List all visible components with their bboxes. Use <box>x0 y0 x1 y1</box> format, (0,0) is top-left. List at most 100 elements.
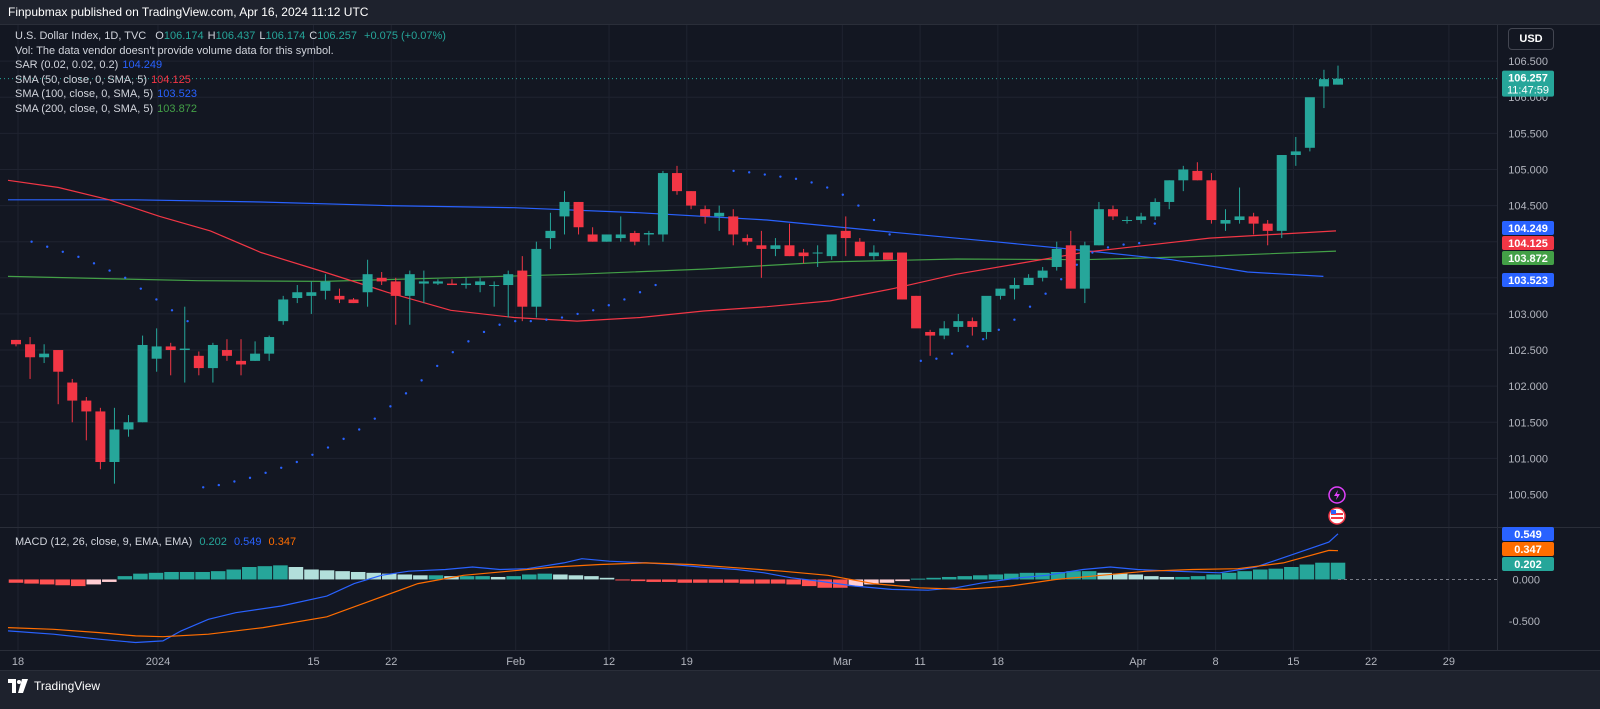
candle <box>376 272 387 286</box>
time-tick-label: 18 <box>12 656 24 668</box>
candle <box>770 238 781 257</box>
candle <box>1150 198 1161 221</box>
candle <box>418 270 429 304</box>
sar-dot <box>545 318 548 321</box>
macd-histogram-bar <box>148 572 164 580</box>
macd-histogram-bar <box>1315 562 1330 580</box>
tradingview-logo[interactable]: TradingView <box>8 679 100 693</box>
sar-dot <box>467 340 470 343</box>
sar-dot <box>1044 292 1047 295</box>
candle-body <box>418 281 429 284</box>
candle <box>840 216 851 257</box>
candle-body <box>643 233 654 235</box>
candle-body <box>629 233 640 242</box>
candle <box>559 191 570 235</box>
candle <box>868 245 879 260</box>
sar-dot <box>202 486 205 489</box>
candle-body <box>840 230 851 239</box>
macd-histogram-bar <box>568 575 584 580</box>
candle <box>461 277 472 289</box>
candle <box>981 295 992 340</box>
candle <box>573 201 584 235</box>
sar-dot <box>139 287 142 290</box>
macd-histogram-bar <box>1159 576 1175 580</box>
macd-histogram-bar <box>70 579 86 587</box>
candle-body <box>742 238 753 242</box>
tradingview-logo-icon <box>8 679 28 693</box>
sar-dot <box>326 446 330 449</box>
chart-canvas[interactable]: 100.500 101.000 101.500 102.000 102.500 103.0… <box>0 25 1600 670</box>
candle-body <box>165 346 176 351</box>
candle-body <box>559 201 570 217</box>
symbol-row: U.S. Dollar Index, 1D, TVC O106.174 H106.… <box>15 29 446 44</box>
macd-histogram-bar <box>1019 572 1035 580</box>
sar-dot <box>186 319 189 323</box>
sar-dot <box>592 309 595 312</box>
price-tick-label: 106.500 <box>1508 56 1548 68</box>
publish-text: Finpubmax published on TradingView.com, … <box>8 5 369 19</box>
macd-histogram-bar <box>521 574 537 580</box>
candle-body <box>348 299 359 304</box>
macd-histogram-bar <box>24 579 39 584</box>
candle-body <box>81 400 92 412</box>
price-tick-label: 101.500 <box>1508 417 1548 429</box>
candle <box>1065 230 1076 289</box>
sar-dot <box>576 312 579 316</box>
candle-body <box>1220 220 1231 224</box>
indicator-badge-bg <box>1502 236 1554 250</box>
indicator-value: 103.872 <box>157 102 197 115</box>
indicator-badge: 104.249 <box>1502 221 1554 235</box>
macd-histogram-bar <box>1081 571 1097 580</box>
indicator-value: 104.125 <box>151 73 191 86</box>
indicator-row[interactable]: SAR (0.02, 0.02, 0.2) 104.249 <box>15 58 446 73</box>
macd-histogram-bar <box>1128 574 1144 580</box>
sar-dot <box>1138 241 1141 245</box>
candle-body <box>250 353 261 361</box>
candle <box>95 407 106 470</box>
us-flag-event-icon <box>1328 507 1346 525</box>
sar-dot <box>30 240 33 243</box>
ohlc-value-1: 106.437 <box>215 30 256 42</box>
macd-histogram-bar <box>895 579 910 582</box>
currency-button[interactable]: USD <box>1508 28 1554 50</box>
sar-dot <box>77 255 80 259</box>
publish-header: Finpubmax published on TradingView.com, … <box>0 0 1600 25</box>
sar-dot <box>498 323 501 326</box>
candle-body <box>1164 180 1175 202</box>
us-flag-stripe <box>1331 513 1343 515</box>
candle-body <box>672 173 682 192</box>
candle <box>1164 180 1175 210</box>
sar-dot <box>311 453 314 456</box>
candle <box>1178 165 1189 192</box>
ohlc-key-3: C <box>309 30 318 42</box>
candle-body <box>1065 245 1076 289</box>
indicator-row[interactable]: SMA (200, close, 0, SMA, 5) 103.872 <box>15 102 446 117</box>
indicator-row[interactable]: SMA (50, close, 0, SMA, 5) 104.125 <box>15 73 446 88</box>
candle <box>53 350 64 405</box>
macd-signal-line <box>7 549 1339 638</box>
candle-body <box>770 245 781 249</box>
indicator-list: SAR (0.02, 0.02, 0.2) 104.249 SMA (50, clo… <box>15 58 446 116</box>
candle-body <box>882 252 893 260</box>
macd-histogram-bar <box>584 576 599 580</box>
sar-dot <box>638 291 642 294</box>
candle <box>784 223 795 257</box>
macd-histogram-bar <box>1050 571 1066 580</box>
sar-dot <box>826 186 829 189</box>
candle-body <box>545 230 556 239</box>
sar-dot <box>935 357 938 360</box>
macd-histogram-bar <box>988 574 1004 580</box>
us-flag-canton <box>1331 510 1336 514</box>
candle-body <box>25 344 36 358</box>
macd-histogram-bar <box>957 576 973 580</box>
time-tick-label: 15 <box>307 656 319 668</box>
candle <box>109 407 120 484</box>
macd-line-value: 0.549 <box>233 536 262 548</box>
candle-body <box>1136 216 1147 221</box>
sar-dot <box>982 338 985 341</box>
macd-histogram-bar <box>335 571 350 580</box>
sar-dot <box>233 480 236 483</box>
candle-body <box>489 285 500 287</box>
indicator-row[interactable]: SMA (100, close, 0, SMA, 5) 103.523 <box>15 87 446 102</box>
candle-body <box>179 348 190 351</box>
